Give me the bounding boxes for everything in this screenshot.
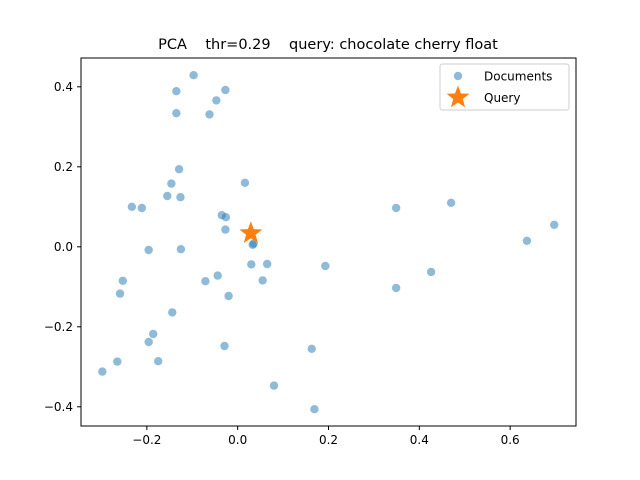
- document-point: [201, 277, 210, 286]
- legend: Documents Query: [439, 63, 570, 111]
- document-point: [522, 236, 532, 245]
- document-point: [321, 261, 330, 271]
- legend-documents-marker-icon: [453, 71, 463, 81]
- document-point: [391, 283, 401, 293]
- axes-layer: −0.2 0.0 0.2 0.4 0.6 0.4 0.2 0.0 −0.2 −0.4: [44, 57, 577, 447]
- document-point: [426, 267, 436, 277]
- document-point: [172, 87, 181, 96]
- document-point: [221, 85, 230, 95]
- document-point: [391, 203, 401, 213]
- chart-title: PCA thr=0.29 query: chocolate cherry flo…: [158, 37, 498, 53]
- document-point: [310, 405, 319, 414]
- document-point: [163, 191, 172, 201]
- plot-frame: [80, 57, 577, 427]
- document-point: [174, 165, 184, 174]
- document-point: [205, 110, 214, 119]
- document-point: [221, 225, 230, 234]
- document-point: [172, 109, 181, 118]
- document-point: [115, 289, 125, 298]
- y-tick-label: −0.2: [44, 320, 73, 334]
- legend-query-star-icon: [446, 85, 470, 108]
- x-tick-label: 0.2: [319, 433, 338, 447]
- document-point: [113, 357, 122, 366]
- legend-label: Documents: [484, 69, 552, 83]
- document-point: [189, 71, 198, 80]
- document-point: [168, 308, 177, 317]
- document-point: [213, 271, 222, 280]
- data-points-layer: [98, 71, 559, 414]
- document-point: [446, 198, 456, 207]
- document-point: [262, 259, 272, 269]
- document-point: [307, 344, 316, 353]
- document-point: [127, 202, 137, 211]
- document-point: [176, 193, 185, 202]
- legend-box: [439, 63, 570, 111]
- document-point: [98, 367, 107, 376]
- y-tick-label: 0.4: [54, 80, 73, 94]
- document-point: [212, 96, 221, 105]
- document-point: [248, 240, 257, 249]
- y-tick-label: 0.0: [54, 240, 73, 254]
- x-tick-label: 0.6: [501, 433, 520, 447]
- document-point: [247, 260, 256, 269]
- y-tick-label: 0.2: [54, 160, 73, 174]
- document-point: [149, 329, 158, 339]
- document-point: [167, 179, 176, 188]
- document-point: [221, 213, 231, 222]
- document-point: [550, 220, 559, 229]
- document-point: [258, 276, 267, 285]
- legend-label: Query: [484, 91, 520, 105]
- y-tick-label: −0.4: [44, 400, 73, 414]
- query-star-marker: [239, 221, 263, 243]
- document-point: [154, 357, 163, 366]
- document-point: [137, 203, 147, 213]
- x-tick-label: −0.2: [132, 433, 161, 447]
- x-tick-label: 0.0: [228, 433, 247, 447]
- document-point: [224, 291, 233, 301]
- document-point: [176, 245, 186, 254]
- document-point: [144, 337, 153, 347]
- document-point: [240, 178, 250, 187]
- x-tick-label: 0.4: [410, 433, 429, 447]
- document-point: [118, 276, 127, 285]
- document-point: [269, 381, 279, 390]
- document-point: [220, 341, 229, 351]
- document-point: [144, 245, 153, 255]
